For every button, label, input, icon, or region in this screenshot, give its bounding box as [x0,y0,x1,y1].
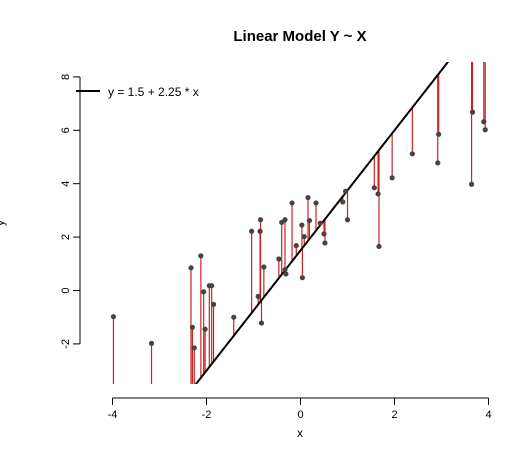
points-layer [110,109,488,351]
data-point [469,109,476,115]
residuals-layer [112,62,486,384]
y-axis-label: y [0,220,7,226]
data-point [409,151,415,157]
data-point [261,264,267,270]
data-point [344,217,351,223]
data-point [276,256,282,262]
y-tick-label: -2 [60,339,72,349]
x-tick-label: 0 [297,409,303,421]
data-point [299,222,305,228]
data-point [468,181,475,187]
data-point [371,185,377,191]
data-point [299,275,305,281]
data-point [306,217,313,224]
x-axis-label: x [297,426,303,440]
data-point [202,326,208,332]
x-tick-label: 4 [485,409,491,421]
data-point [210,301,217,307]
data-point [201,289,207,295]
fit-line [194,62,450,384]
data-point [376,243,382,250]
data-point [255,293,261,299]
y-tick-label: 8 [60,74,72,80]
data-point [282,267,288,273]
data-point [293,243,299,249]
data-point [191,345,197,351]
data-point [289,200,295,206]
data-point [375,191,381,197]
data-point [189,324,195,330]
x-tick-label: -4 [108,409,118,421]
chart-title: Linear Model Y ~ X [233,28,366,45]
data-point [231,314,237,320]
data-point [305,194,311,201]
data-point [282,217,288,223]
data-point [313,200,319,206]
y-tick-label: 6 [60,127,72,133]
axes-layer: -4 -2 0 2 4 -2 0 2 4 6 8 [60,74,492,421]
data-point [257,217,264,223]
data-point [343,188,349,194]
data-point [317,220,323,226]
data-point [148,340,155,346]
data-point [321,231,327,237]
legend-label: y = 1.5 + 2.25 * x [108,85,199,99]
data-point [257,228,263,234]
data-point [198,253,204,259]
x-tick-label: 2 [391,409,397,421]
x-tick-label: -2 [202,409,212,421]
data-point [389,175,395,181]
y-tick-label: 2 [60,234,72,240]
data-point [188,265,194,271]
y-tick-label: 4 [60,181,72,187]
data-point [481,119,487,125]
fit-line-layer [194,62,450,384]
data-point [249,228,255,234]
data-point [435,160,441,166]
data-point [340,199,346,205]
y-tick-label: 0 [60,287,72,293]
data-point [322,240,328,246]
legend: y = 1.5 + 2.25 * x [76,85,199,99]
data-point [283,271,289,277]
data-point [209,283,215,289]
data-point [110,314,117,320]
data-point [301,233,307,240]
data-point [258,320,265,326]
data-point [482,127,488,133]
data-point [436,131,442,137]
